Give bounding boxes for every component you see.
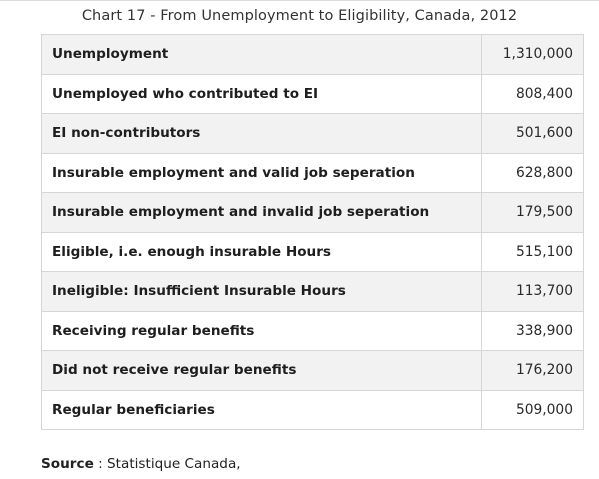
row-value: 1,310,000 <box>481 34 584 75</box>
row-label: Insurable employment and invalid job sep… <box>41 192 482 233</box>
row-value: 113,700 <box>481 271 584 312</box>
table-row: Receiving regular benefits 338,900 <box>41 310 584 351</box>
row-value: 176,200 <box>481 350 584 391</box>
row-label: EI non-contributors <box>41 113 482 154</box>
table-row: Did not receive regular benefits 176,200 <box>41 350 584 391</box>
row-value: 338,900 <box>481 310 584 351</box>
source-separator: : <box>93 456 108 472</box>
table-row: Insurable employment and invalid job sep… <box>41 192 584 233</box>
source-text: Statistique Canada, <box>107 456 241 472</box>
row-value: 501,600 <box>481 113 584 154</box>
row-label: Receiving regular benefits <box>41 310 482 351</box>
source-label: Source <box>41 456 94 472</box>
table-row: Ineligible: Insufficient Insurable Hours… <box>41 271 584 312</box>
row-value: 179,500 <box>481 192 584 233</box>
row-label: Regular beneficiaries <box>41 389 482 430</box>
row-label: Unemployment <box>41 34 482 75</box>
row-value: 515,100 <box>481 231 584 272</box>
top-divider <box>0 0 599 1</box>
row-value: 628,800 <box>481 152 584 193</box>
table-row: Regular beneficiaries 509,000 <box>41 389 584 430</box>
row-label: Insurable employment and valid job seper… <box>41 152 482 193</box>
table-row: Insurable employment and valid job seper… <box>41 152 584 193</box>
chart-title: Chart 17 - From Unemployment to Eligibil… <box>81 8 518 24</box>
source-note: Source : Statistique Canada, <box>41 456 241 472</box>
row-label: Eligible, i.e. enough insurable Hours <box>41 231 482 272</box>
table-row: Unemployment 1,310,000 <box>41 34 584 75</box>
row-label: Did not receive regular benefits <box>41 350 482 391</box>
row-label: Unemployed who contributed to EI <box>41 73 482 114</box>
row-label: Ineligible: Insufficient Insurable Hours <box>41 271 482 312</box>
data-table: Unemployment 1,310,000 Unemployed who co… <box>41 34 584 430</box>
table-row: Eligible, i.e. enough insurable Hours 51… <box>41 231 584 272</box>
table-row: EI non-contributors 501,600 <box>41 113 584 154</box>
table-row: Unemployed who contributed to EI 808,400 <box>41 73 584 114</box>
row-value: 808,400 <box>481 73 584 114</box>
row-value: 509,000 <box>481 389 584 430</box>
